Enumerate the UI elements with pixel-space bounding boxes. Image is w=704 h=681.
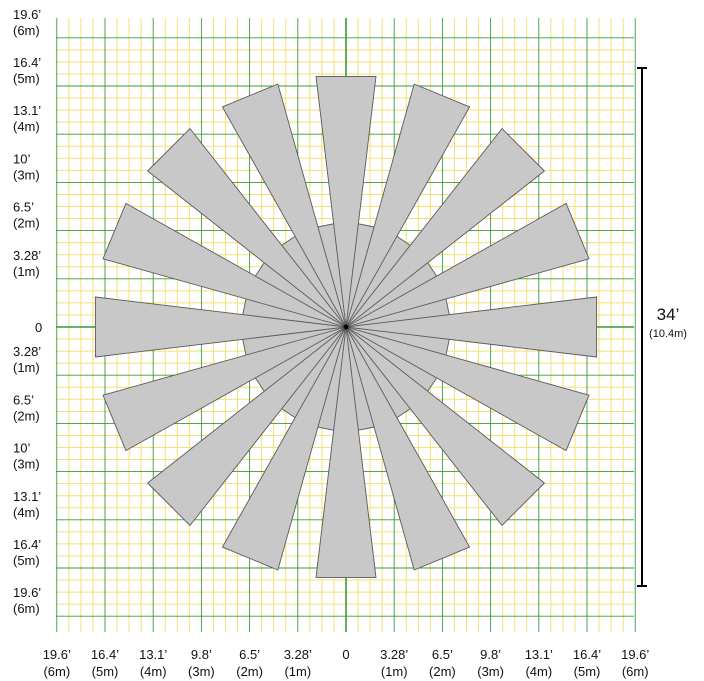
x-tick-label: (4m)	[140, 664, 167, 679]
y-tick-label: (4m)	[13, 119, 40, 134]
x-tick-label: (1m)	[284, 664, 311, 679]
y-tick-label: 6.5’	[13, 200, 34, 215]
detection-zones	[94, 75, 598, 579]
long-detection-zone	[345, 326, 545, 526]
y-tick-label: (4m)	[13, 505, 40, 520]
sensor-center-dot	[343, 324, 349, 330]
y-tick-label: (3m)	[13, 457, 40, 472]
x-tick-label: 16.4’	[573, 647, 601, 662]
y-tick-label: 16.4’	[13, 55, 41, 70]
long-detection-zone	[221, 326, 347, 571]
long-detection-zone	[345, 326, 590, 452]
x-tick-label: (3m)	[477, 664, 504, 679]
y-tick-label: (6m)	[13, 23, 40, 38]
x-tick-label: (1m)	[381, 664, 408, 679]
x-tick-label: 6.5’	[239, 647, 260, 662]
y-tick-label: 16.4’	[13, 537, 41, 552]
x-tick-label: (5m)	[574, 664, 601, 679]
x-tick-label: 19.6’	[621, 647, 649, 662]
long-detection-zone	[147, 128, 347, 328]
x-tick-label: (3m)	[188, 664, 215, 679]
y-tick-label: 13.1’	[13, 489, 41, 504]
x-tick-label: 13.1’	[139, 647, 167, 662]
x-tick-label: (2m)	[429, 664, 456, 679]
y-tick-label: 6.5’	[13, 392, 34, 407]
x-tick-label: 3.28’	[284, 647, 312, 662]
y-tick-label: 10’	[13, 151, 30, 166]
x-tick-label: (4m)	[525, 664, 552, 679]
range-dimension: 34’ (10.4m)	[637, 67, 687, 587]
y-tick-label: (3m)	[13, 167, 40, 182]
long-detection-zone	[345, 326, 471, 571]
long-detection-zone	[315, 75, 377, 328]
y-tick-label: (2m)	[13, 216, 40, 231]
long-detection-zone	[94, 296, 347, 358]
x-tick-label: 13.1’	[525, 647, 553, 662]
dimension-feet: 34’	[657, 305, 680, 324]
long-detection-zone	[102, 326, 347, 452]
x-tick-label: 6.5’	[432, 647, 453, 662]
axis-labels: 19.6’(6m)16.4’(5m)13.1’(4m)10’(3m)6.5’(2…	[13, 7, 649, 679]
dimension-meters: (10.4m)	[649, 328, 687, 340]
y-tick-label: (5m)	[13, 71, 40, 86]
x-tick-label: (2m)	[236, 664, 263, 679]
long-detection-zone	[102, 202, 347, 328]
x-tick-label: 0	[342, 647, 349, 662]
y-tick-label: (2m)	[13, 408, 40, 423]
x-tick-label: (5m)	[92, 664, 119, 679]
x-tick-label: 9.8’	[191, 647, 212, 662]
long-detection-zone	[147, 326, 347, 526]
y-tick-label: 3.28’	[13, 248, 41, 263]
y-tick-label: 13.1’	[13, 103, 41, 118]
y-tick-label: 3.28’	[13, 344, 41, 359]
x-tick-label: (6m)	[622, 664, 649, 679]
x-tick-label: (6m)	[43, 664, 70, 679]
x-tick-label: 19.6’	[43, 647, 71, 662]
x-tick-label: 16.4’	[91, 647, 119, 662]
y-tick-label: (5m)	[13, 553, 40, 568]
long-detection-zone	[315, 326, 377, 579]
long-detection-zone	[345, 83, 471, 328]
y-tick-label: (6m)	[13, 601, 40, 616]
long-detection-zone	[345, 296, 598, 358]
y-tick-label: (1m)	[13, 360, 40, 375]
long-detection-zone	[345, 202, 590, 328]
y-tick-label: (1m)	[13, 264, 40, 279]
long-detection-zone	[221, 83, 347, 328]
x-tick-label: 9.8’	[480, 647, 501, 662]
y-tick-label: 10’	[13, 441, 30, 456]
y-tick-label: 0	[35, 320, 42, 335]
x-tick-label: 3.28’	[380, 647, 408, 662]
y-tick-label: 19.6’	[13, 7, 41, 22]
long-detection-zone	[345, 128, 545, 328]
y-tick-label: 19.6’	[13, 585, 41, 600]
